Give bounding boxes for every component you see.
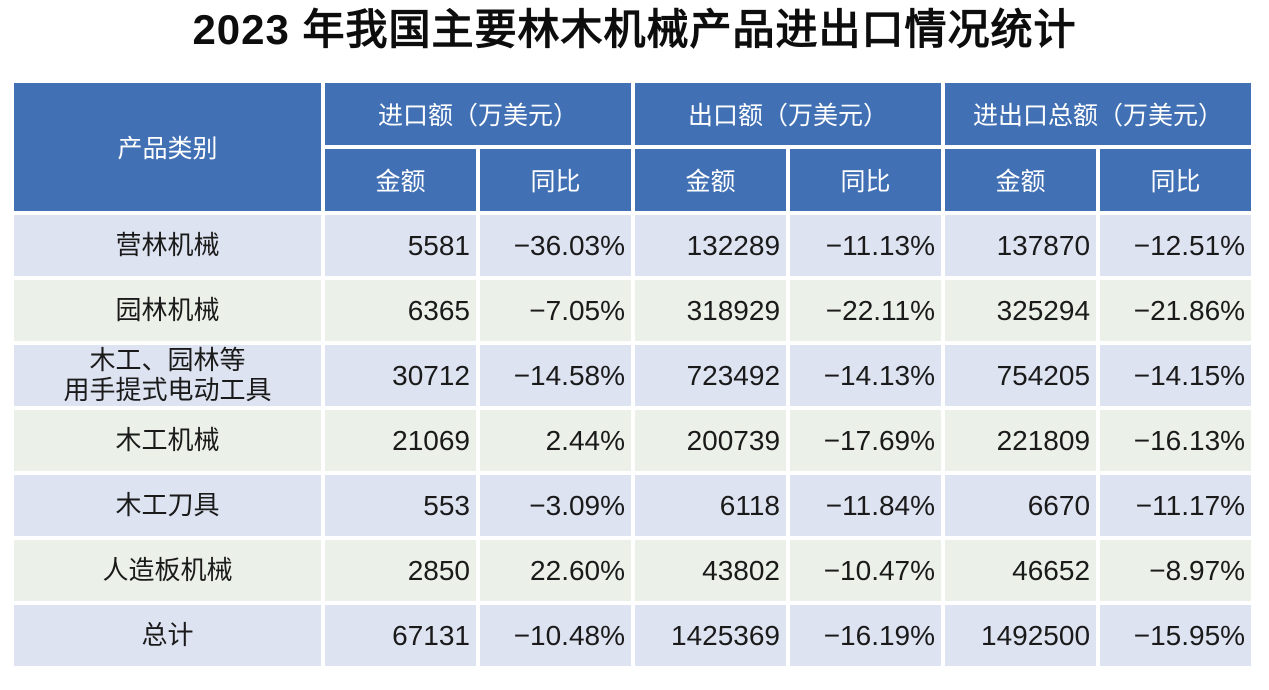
import-amount-cell: 553 [325,475,476,536]
import-amount-cell: 67131 [325,605,476,666]
export-amount-cell: 723492 [635,345,787,406]
import-export-stats-table: 产品类别 进口额（万美元） 出口额（万美元） 进出口总额（万美元） 金额 同比 … [10,79,1255,670]
table-row: 木工、园林等 用手提式电动工具 30712 −14.58% 723492 −14… [14,345,1252,406]
export-amount-cell: 6118 [635,475,787,536]
table-row: 营林机械 5581 −36.03% 132289 −11.13% 137870 … [14,215,1252,276]
import-yoy-cell: 2.44% [480,410,632,471]
total-amount-cell: 754205 [945,345,1097,406]
total-yoy-cell: −12.51% [1100,215,1252,276]
export-amount-cell: 200739 [635,410,787,471]
header-total-amount: 金额 [945,149,1097,211]
header-sub-row: 金额 同比 金额 同比 金额 同比 [14,149,1252,211]
total-amount-cell: 6670 [945,475,1097,536]
product-cell: 总计 [14,605,321,666]
total-amount-cell: 325294 [945,280,1097,341]
total-amount-cell: 137870 [945,215,1097,276]
product-cell: 木工机械 [14,410,321,471]
table-row: 人造板机械 2850 22.60% 43802 −10.47% 46652 −8… [14,540,1252,601]
total-amount-cell: 1492500 [945,605,1097,666]
export-amount-cell: 132289 [635,215,787,276]
product-cell: 木工刀具 [14,475,321,536]
product-cell: 营林机械 [14,215,321,276]
table-row: 园林机械 6365 −7.05% 318929 −22.11% 325294 −… [14,280,1252,341]
export-yoy-cell: −11.13% [790,215,942,276]
total-yoy-cell: −16.13% [1100,410,1252,471]
header-total-group: 进出口总额（万美元） [945,83,1252,145]
total-yoy-cell: −11.17% [1100,475,1252,536]
total-amount-cell: 46652 [945,540,1097,601]
header-import-amount: 金额 [325,149,476,211]
header-import-yoy: 同比 [480,149,632,211]
import-yoy-cell: −7.05% [480,280,632,341]
product-cell: 园林机械 [14,280,321,341]
header-product-category: 产品类别 [14,83,321,211]
import-yoy-cell: −10.48% [480,605,632,666]
header-export-group: 出口额（万美元） [635,83,942,145]
total-yoy-cell: −21.86% [1100,280,1252,341]
total-yoy-cell: −8.97% [1100,540,1252,601]
table-row: 木工刀具 553 −3.09% 6118 −11.84% 6670 −11.17… [14,475,1252,536]
import-yoy-cell: −14.58% [480,345,632,406]
table-row: 木工机械 21069 2.44% 200739 −17.69% 221809 −… [14,410,1252,471]
import-yoy-cell: −36.03% [480,215,632,276]
export-yoy-cell: −14.13% [790,345,942,406]
export-yoy-cell: −16.19% [790,605,942,666]
header-total-yoy: 同比 [1100,149,1252,211]
import-yoy-cell: 22.60% [480,540,632,601]
table-row-total: 总计 67131 −10.48% 1425369 −16.19% 1492500… [14,605,1252,666]
header-export-amount: 金额 [635,149,787,211]
import-amount-cell: 30712 [325,345,476,406]
import-yoy-cell: −3.09% [480,475,632,536]
import-amount-cell: 21069 [325,410,476,471]
export-amount-cell: 318929 [635,280,787,341]
total-yoy-cell: −15.95% [1100,605,1252,666]
export-yoy-cell: −11.84% [790,475,942,536]
export-amount-cell: 43802 [635,540,787,601]
header-group-row: 产品类别 进口额（万美元） 出口额（万美元） 进出口总额（万美元） [14,83,1252,211]
import-amount-cell: 5581 [325,215,476,276]
header-import-group: 进口额（万美元） [325,83,632,145]
import-amount-cell: 2850 [325,540,476,601]
import-amount-cell: 6365 [325,280,476,341]
product-cell: 人造板机械 [14,540,321,601]
page-title: 2023 年我国主要林木机械产品进出口情况统计 [192,6,1077,53]
total-yoy-cell: −14.15% [1100,345,1252,406]
export-yoy-cell: −22.11% [790,280,942,341]
header-export-yoy: 同比 [790,149,942,211]
export-yoy-cell: −10.47% [790,540,942,601]
total-amount-cell: 221809 [945,410,1097,471]
product-cell: 木工、园林等 用手提式电动工具 [14,345,321,406]
export-yoy-cell: −17.69% [790,410,942,471]
export-amount-cell: 1425369 [635,605,787,666]
